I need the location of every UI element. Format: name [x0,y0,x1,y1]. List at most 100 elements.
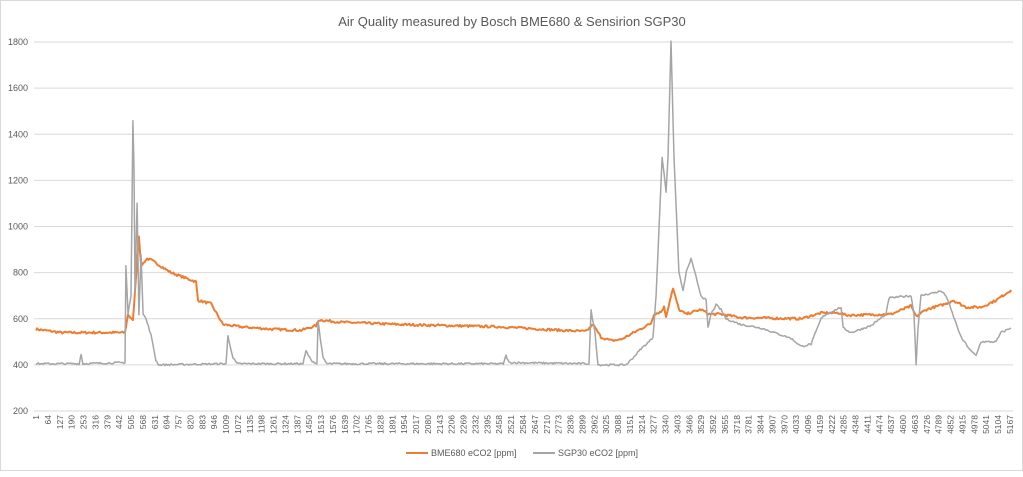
y-tick-label: 400 [13,360,28,370]
x-tick-label: 1387 [292,415,302,434]
y-tick-label: 1200 [8,175,28,185]
x-tick-label: 2458 [494,415,504,434]
x-tick-label: 1135 [245,415,255,434]
x-tick-label: 4537 [886,415,896,434]
x-tick-label: 820 [185,415,195,429]
x-tick-label: 190 [67,415,77,429]
x-tick-label: 3655 [720,415,730,434]
x-tick-label: 1450 [304,415,314,434]
x-tick-label: 4852 [946,415,956,434]
x-tick-label: 3844 [756,415,766,434]
x-tick-label: 1072 [233,415,243,434]
x-tick-label: 3592 [708,415,718,434]
x-tick-label: 1513 [316,415,326,434]
x-tick-label: 568 [138,415,148,429]
x-tick-label: 2836 [566,415,576,434]
x-tick-label: 3907 [767,415,777,434]
x-tick-label: 1702 [352,415,362,434]
x-tick-label: 4348 [851,415,861,434]
series-line-sgp30 [35,40,1012,367]
x-tick-label: 4663 [910,415,920,434]
x-tick-label: 64 [43,415,53,425]
x-tick-label: 757 [174,415,184,429]
x-tick-label: 4978 [969,415,979,434]
x-tick-label: 5167 [1005,415,1015,434]
x-tick-label: 1828 [375,415,385,434]
x-tick-label: 1576 [328,415,338,434]
x-tick-label: 2269 [459,415,469,434]
chart-title: Air Quality measured by Bosch BME680 & S… [338,14,686,29]
x-tick-label: 4411 [862,415,872,434]
x-tick-label: 2017 [411,415,421,434]
x-tick-label: 1639 [340,415,350,434]
x-tick-label: 3403 [672,415,682,434]
x-tick-label: 4222 [827,415,837,434]
x-tick-label: 2773 [554,415,564,434]
x-tick-label: 3529 [696,415,706,434]
x-tick-label: 1954 [399,415,409,434]
x-tick-label: 379 [102,415,112,429]
x-tick-label: 3781 [744,415,754,434]
x-tick-label: 2962 [589,415,599,434]
x-tick-label: 4096 [803,415,813,434]
x-tick-label: 631 [150,415,160,429]
x-tick-label: 442 [114,415,124,429]
x-tick-label: 1891 [387,415,397,434]
x-tick-label: 1 [31,415,41,420]
x-tick-label: 1009 [221,415,231,434]
x-tick-label: 1261 [269,415,279,434]
x-tick-label: 4726 [922,415,932,434]
y-tick-label: 200 [13,406,28,416]
x-tick-label: 694 [162,415,172,429]
x-tick-label: 2899 [577,415,587,434]
x-tick-label: 4600 [898,415,908,434]
x-tick-label: 883 [197,415,207,429]
x-tick-label: 1765 [364,415,374,434]
series-line-bme680 [35,235,1012,342]
x-tick-label: 2206 [447,415,457,434]
x-tick-label: 3088 [613,415,623,434]
x-tick-label: 4285 [839,415,849,434]
x-tick-label: 2647 [530,415,540,434]
x-tick-label: 3718 [732,415,742,434]
x-tick-label: 4033 [791,415,801,434]
x-tick-label: 2710 [542,415,552,434]
x-tick-label: 1324 [280,415,290,434]
x-tick-label: 3025 [601,415,611,434]
x-tick-label: 2080 [423,415,433,434]
x-tick-label: 5104 [993,415,1003,434]
x-tick-label: 2332 [470,415,480,434]
x-tick-label: 946 [209,415,219,429]
x-tick-label: 505 [126,415,136,429]
x-tick-label: 4474 [874,415,884,434]
x-tick-label: 3214 [637,415,647,434]
legend: BME680 eCO2 [ppm] SGP30 eCO2 [ppm] [406,448,638,458]
y-tick-label: 800 [13,268,28,278]
x-tick-label: 253 [79,415,89,429]
y-tick-label: 1000 [8,222,28,232]
x-tick-label: 127 [55,415,65,429]
x-tick-label: 2143 [435,415,445,434]
x-tick-label: 2584 [518,415,528,434]
x-tick-label: 3340 [661,415,671,434]
y-tick-label: 1600 [8,83,28,93]
x-tick-label: 3466 [684,415,694,434]
x-tick-label: 3151 [625,415,635,434]
y-tick-label: 1800 [8,37,28,47]
x-tick-label: 4789 [934,415,944,434]
x-tick-label: 316 [90,415,100,429]
y-tick-label: 1400 [8,129,28,139]
x-tick-label: 2521 [506,415,516,434]
x-tick-label: 4159 [815,415,825,434]
x-tick-label: 1198 [257,415,267,434]
x-tick-label: 4915 [957,415,967,434]
legend-label: BME680 eCO2 [ppm] [431,448,517,458]
x-tick-label: 3277 [649,415,659,434]
x-tick-label: 2395 [482,415,492,434]
x-tick-label: 5041 [981,415,991,434]
y-tick-label: 600 [13,314,28,324]
x-tick-label: 3970 [779,415,789,434]
legend-label: SGP30 eCO2 [ppm] [558,448,638,458]
